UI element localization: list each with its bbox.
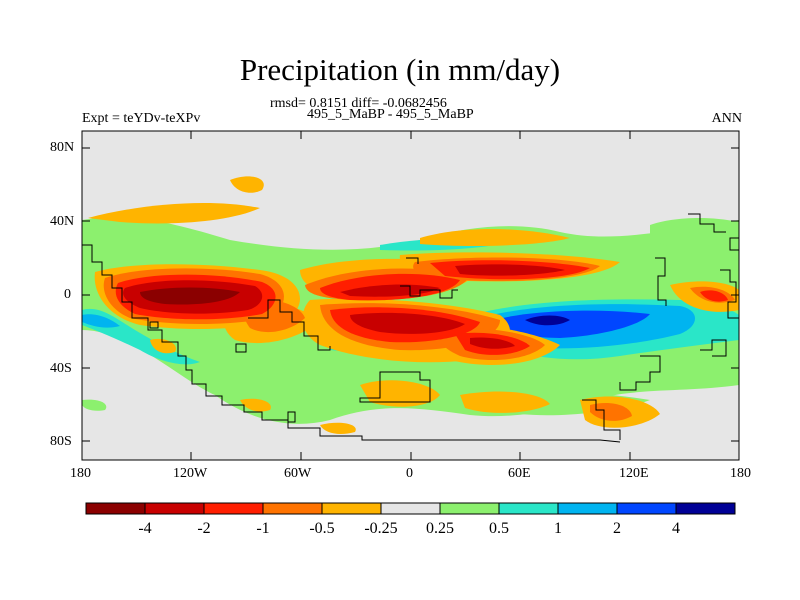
contour-deepred-atlantic-north — [340, 284, 440, 297]
season-label: ANN — [711, 111, 742, 126]
colorbar-swatch — [557, 502, 618, 515]
contour-deepred-africa — [455, 264, 565, 276]
contour-lightblue-west — [82, 314, 120, 328]
colorbar-label: 4 — [672, 520, 680, 537]
contour-yellow-southern-ocean-a — [240, 398, 271, 412]
lon-label-60e: 60E — [508, 466, 531, 481]
colorbar-label: -2 — [197, 520, 210, 537]
colorbar-label: 0.25 — [426, 520, 454, 537]
colorbar-label: -4 — [138, 520, 151, 537]
lon-label-180e: 180 — [730, 466, 751, 481]
colorbar-swatch — [675, 502, 736, 515]
lat-label-eq: 0 — [64, 287, 71, 302]
lon-label-120e: 120E — [619, 466, 649, 481]
colorbar-swatch — [439, 502, 500, 515]
contour-yellow-south-pacific-blob — [150, 338, 176, 354]
colorbar-label: -1 — [256, 520, 269, 537]
coastlines — [82, 213, 739, 443]
lon-label-0: 0 — [406, 466, 413, 481]
colorbar-label: -0.5 — [309, 520, 334, 537]
colorbar-swatch — [498, 502, 559, 515]
contour-darkred-pacific — [140, 287, 240, 305]
lon-label-120w: 120W — [173, 466, 208, 481]
colorbar-swatch — [616, 502, 677, 515]
colorbar-swatch — [321, 502, 382, 515]
axis-ticks — [82, 131, 739, 460]
contour-red-west-pacific — [700, 290, 728, 302]
experiment-label: Expt = teYDv-teXPv — [82, 111, 201, 126]
colorbar-swatch — [203, 502, 264, 515]
contour-yellow-south-indian — [460, 391, 550, 413]
lat-label-80n: 80N — [50, 140, 75, 155]
contour-yellow-north-africa — [420, 229, 570, 246]
contour-yellow-arctic — [230, 176, 264, 193]
contour-green-sw-blob — [82, 399, 107, 411]
contour-green-pacific-nw — [650, 218, 739, 261]
colorbar-swatch — [85, 502, 146, 515]
colorbar-swatch — [144, 502, 205, 515]
lon-label-60w: 60W — [284, 466, 312, 481]
lon-label-180w: 180 — [70, 466, 91, 481]
contour-yellow-north-pacific — [88, 203, 260, 224]
colorbar-swatch — [262, 502, 323, 515]
contour-field — [82, 131, 739, 460]
contour-deepred-indian-south — [470, 337, 515, 349]
plot-title: Precipitation (in mm/day) — [239, 52, 561, 87]
colorbar-label: -0.25 — [364, 520, 397, 537]
colorbar-label: 0.5 — [489, 520, 509, 537]
colorbar-label: 2 — [613, 520, 621, 537]
case-line: 495_5_MaBP - 495_5_MaBP — [307, 107, 474, 122]
lat-label-40n: 40N — [50, 214, 75, 229]
colorbar-swatch — [380, 502, 441, 515]
lat-label-40s: 40S — [50, 361, 72, 376]
contour-deepred-atlantic-south — [350, 312, 465, 334]
contour-navy-indian — [525, 315, 570, 326]
lat-label-80s: 80S — [50, 434, 72, 449]
contour-orange-australia — [590, 403, 632, 421]
colorbar-label: 1 — [554, 520, 562, 537]
colorbar: -4 -2 -1 -0.5 -0.25 0.25 0.5 1 2 4 — [85, 502, 736, 537]
stats-line: rmsd= 0.8151 diff= -0.0682456 — [270, 96, 447, 111]
contour-yellow-southern-ocean-b — [320, 422, 356, 434]
